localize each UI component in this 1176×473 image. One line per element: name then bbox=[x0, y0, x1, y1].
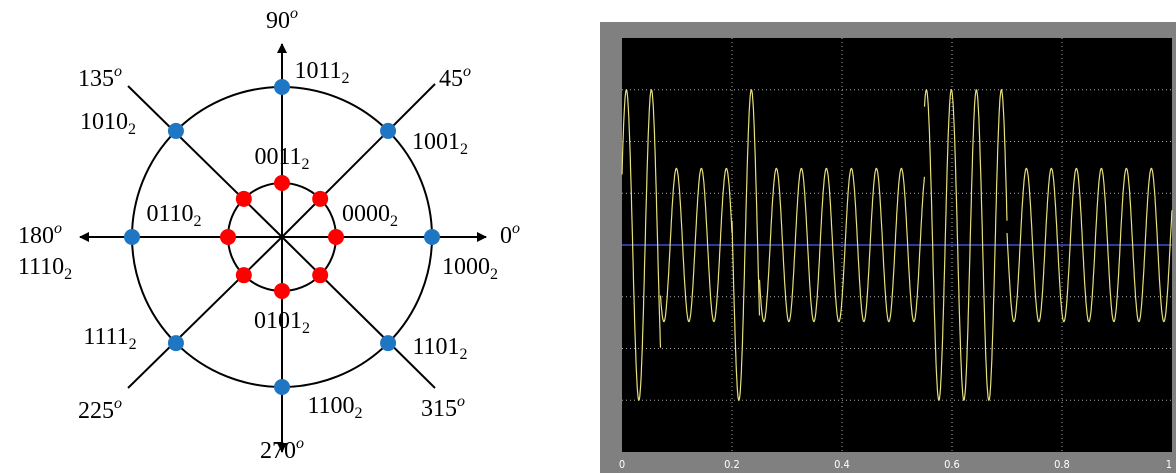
angle-label: 90o bbox=[266, 5, 298, 34]
outer-label: 10112 bbox=[294, 58, 349, 87]
angle-value: 180 bbox=[18, 223, 54, 249]
angle-value: 45 bbox=[439, 66, 463, 92]
angle-value: 135 bbox=[78, 66, 114, 92]
inner-point bbox=[312, 267, 328, 283]
inner-point bbox=[236, 267, 252, 283]
outer-point bbox=[168, 335, 184, 351]
outer-point bbox=[168, 123, 184, 139]
outer-point bbox=[124, 229, 140, 245]
angle-label: 135o bbox=[78, 63, 122, 92]
x-tick-label: 0.6 bbox=[944, 458, 960, 471]
outer-point bbox=[380, 123, 396, 139]
outer-label-base: 2 bbox=[460, 141, 468, 158]
inner-point bbox=[328, 229, 344, 245]
x-tick-label: 0.4 bbox=[834, 458, 850, 471]
angle-unit: o bbox=[457, 393, 465, 410]
inner-point bbox=[220, 229, 236, 245]
inner-point bbox=[274, 175, 290, 191]
outer-label: 11102 bbox=[18, 254, 72, 283]
inner-point bbox=[312, 191, 328, 207]
inner-label: 01102 bbox=[146, 201, 201, 230]
outer-label-digits: 1001 bbox=[412, 129, 460, 155]
inner-label-digits: 0011 bbox=[254, 144, 301, 170]
angle-label: 0o bbox=[500, 220, 520, 249]
oscilloscope: 0 0.2 0.4 0.6 0.8 1 bbox=[600, 22, 1176, 473]
inner-label-digits: 0000 bbox=[342, 201, 390, 227]
angle-value: 315 bbox=[421, 396, 457, 422]
angle-label: 270o bbox=[260, 435, 304, 464]
angle-label: 225o bbox=[78, 395, 122, 424]
angle-unit: o bbox=[296, 435, 304, 452]
outer-point bbox=[274, 379, 290, 395]
angle-value: 270 bbox=[260, 438, 296, 464]
outer-label-base: 2 bbox=[342, 70, 350, 87]
outer-point bbox=[274, 79, 290, 95]
outer-label-base: 2 bbox=[355, 405, 363, 422]
inner-label: 01012 bbox=[254, 308, 310, 337]
outer-label-base: 2 bbox=[460, 346, 468, 363]
outer-label-digits: 1010 bbox=[80, 109, 128, 135]
angle-value: 225 bbox=[78, 398, 114, 424]
angle-value: 90 bbox=[266, 8, 290, 34]
outer-label: 11002 bbox=[307, 393, 362, 422]
outer-label-base: 2 bbox=[128, 121, 136, 138]
outer-label-base: 2 bbox=[129, 336, 137, 353]
outer-label-digits: 1110 bbox=[18, 254, 64, 280]
angle-unit: o bbox=[463, 63, 471, 80]
angle-unit: o bbox=[114, 395, 122, 412]
inner-point bbox=[274, 283, 290, 299]
outer-label: 11012 bbox=[412, 334, 467, 363]
angle-label: 315o bbox=[421, 393, 465, 422]
outer-label: 11112 bbox=[83, 324, 136, 353]
angle-unit: o bbox=[54, 220, 62, 237]
inner-point bbox=[236, 191, 252, 207]
angle-unit: o bbox=[290, 5, 298, 22]
outer-label-digits: 1000 bbox=[442, 254, 490, 280]
angle-label: 180o bbox=[18, 220, 62, 249]
outer-label: 10102 bbox=[80, 109, 136, 138]
inner-label-base: 2 bbox=[390, 213, 398, 230]
angle-value: 0 bbox=[500, 223, 512, 249]
x-tick-label: 0.2 bbox=[724, 458, 740, 471]
outer-point bbox=[424, 229, 440, 245]
outer-label-base: 2 bbox=[490, 266, 498, 283]
x-tick-label: 1 bbox=[1166, 458, 1172, 471]
inner-label-base: 2 bbox=[302, 156, 310, 173]
inner-label-digits: 0110 bbox=[146, 201, 193, 227]
outer-label: 10012 bbox=[412, 129, 468, 158]
x-tick-label: 0 bbox=[619, 458, 625, 471]
constellation-diagram: 0o45o90o135o180o225o270o315o100021001210… bbox=[18, 5, 520, 464]
inner-label-base: 2 bbox=[194, 213, 202, 230]
angle-label: 45o bbox=[439, 63, 471, 92]
x-tick-label: 0.8 bbox=[1054, 458, 1070, 471]
outer-point bbox=[380, 335, 396, 351]
inner-label: 00112 bbox=[254, 144, 309, 173]
angle-unit: o bbox=[512, 220, 520, 237]
angle-unit: o bbox=[114, 63, 122, 80]
inner-label-base: 2 bbox=[302, 320, 310, 337]
outer-label: 10002 bbox=[442, 254, 498, 283]
outer-label-digits: 1011 bbox=[294, 58, 341, 84]
outer-label-digits: 1101 bbox=[412, 334, 459, 360]
outer-label-digits: 1111 bbox=[83, 324, 128, 350]
inner-label-digits: 0101 bbox=[254, 308, 302, 334]
page: 0o45o90o135o180o225o270o315o100021001210… bbox=[0, 0, 1176, 473]
outer-label-digits: 1100 bbox=[307, 393, 354, 419]
outer-label-base: 2 bbox=[64, 266, 72, 283]
inner-label: 00002 bbox=[342, 201, 398, 230]
